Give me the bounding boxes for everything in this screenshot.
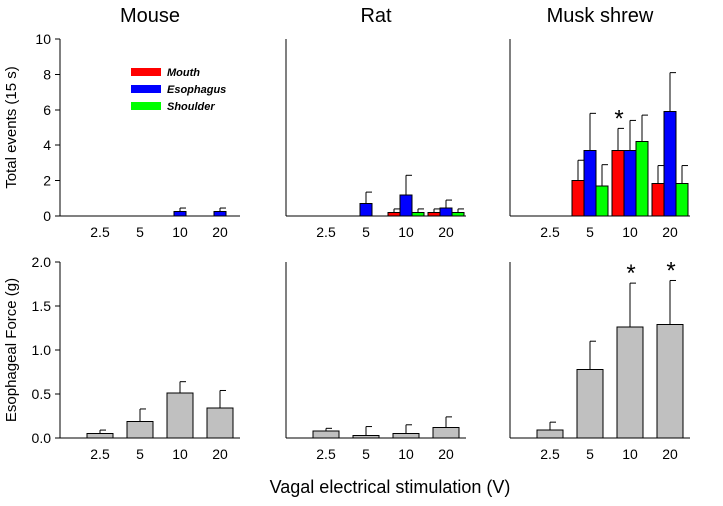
- y-tick-label: 8: [43, 66, 51, 82]
- bar: [675, 182, 689, 217]
- bar: [411, 211, 425, 217]
- legend-label: Esophagus: [167, 84, 226, 96]
- bar: [651, 182, 665, 217]
- bar: [576, 368, 604, 439]
- significance-star: *: [614, 105, 623, 132]
- y-tick-label: 4: [43, 137, 51, 153]
- bar: [663, 111, 677, 217]
- x-tick-label: 20: [438, 224, 454, 240]
- bar: [206, 407, 234, 439]
- bar: [392, 433, 420, 439]
- bar: [166, 392, 194, 439]
- legend-label: Shoulder: [167, 101, 215, 113]
- bar: [623, 150, 637, 217]
- panel-shrew-force: 2.5 5 10 20 * *: [509, 257, 690, 462]
- bar: [359, 203, 373, 217]
- y-axis-title: Total events (15 s): [3, 66, 20, 189]
- x-tick-label: 20: [662, 224, 678, 240]
- bar: [616, 326, 644, 439]
- x-tick-label: 10: [398, 224, 414, 240]
- x-tick-label: 2.5: [90, 446, 110, 462]
- x-tick-label: 2.5: [316, 224, 336, 240]
- legend-swatch: [131, 85, 161, 93]
- x-tick-label: 5: [136, 446, 144, 462]
- bar: [399, 194, 413, 217]
- y-tick-label: 2.0: [32, 254, 52, 270]
- x-tick-label: 20: [212, 224, 228, 240]
- bar: [439, 207, 453, 217]
- bar: [432, 426, 460, 439]
- legend-swatch: [131, 68, 161, 76]
- y-tick-label: 2: [43, 173, 51, 189]
- bar: [583, 150, 597, 217]
- panel-title: Rat: [360, 5, 392, 27]
- bar: [387, 211, 401, 217]
- bar: [656, 323, 684, 439]
- bar: [312, 430, 340, 439]
- bar: [635, 141, 649, 217]
- bar: [213, 211, 227, 217]
- y-tick-label: 10: [35, 31, 51, 47]
- legend: Mouth Esophagus Shoulder: [131, 67, 226, 113]
- bar: [595, 185, 609, 217]
- x-tick-label: 5: [586, 446, 594, 462]
- x-tick-label: 10: [398, 446, 414, 462]
- x-tick-label: 20: [212, 446, 228, 462]
- y-tick-label: 0.0: [32, 430, 52, 446]
- panel-rat-events: Rat 2.5 5 10 20: [285, 5, 466, 240]
- y-tick-label: 0.5: [32, 386, 52, 402]
- bar: [571, 180, 585, 217]
- y-tick-label: 1.5: [32, 298, 52, 314]
- x-tick-label: 10: [622, 446, 638, 462]
- panel-shrew-events: Musk shrew 2.5 5 10 20 *: [509, 5, 690, 240]
- x-tick-label: 10: [172, 446, 188, 462]
- legend-label: Mouth: [167, 67, 200, 79]
- x-axis-title: Vagal electrical stimulation (V): [270, 477, 511, 497]
- x-tick-label: 5: [362, 446, 370, 462]
- x-tick-label: 2.5: [540, 224, 560, 240]
- y-tick-label: 6: [43, 102, 51, 118]
- y-axis-title: Esophageal Force (g): [3, 278, 20, 422]
- x-tick-label: 10: [172, 224, 188, 240]
- bar: [611, 150, 625, 217]
- panel-rat-force: 2.5 5 10 20: [285, 262, 466, 462]
- bar: [352, 434, 380, 439]
- x-tick-label: 5: [136, 224, 144, 240]
- panel-title: Mouse: [120, 5, 180, 27]
- x-tick-label: 2.5: [316, 446, 336, 462]
- x-tick-label: 5: [586, 224, 594, 240]
- x-tick-label: 10: [622, 224, 638, 240]
- y-tick-label: 0: [43, 208, 51, 224]
- bar: [173, 211, 187, 217]
- bar: [126, 420, 154, 439]
- x-tick-label: 20: [662, 446, 678, 462]
- bar: [451, 211, 465, 217]
- bar: [536, 429, 564, 439]
- panel-mouse-force: 0.0 0.5 1.0 1.5 2.0 Esophageal Force (g) 2.5 5 1…: [3, 254, 240, 462]
- significance-star: *: [626, 260, 635, 287]
- x-tick-label: 20: [438, 446, 454, 462]
- y-tick-label: 1.0: [32, 342, 52, 358]
- x-tick-label: 5: [362, 224, 370, 240]
- panel-mouse-events: Mouse 0 2 4 6 8 10 Total events (15 s) 2.5 5 10 20: [3, 5, 240, 240]
- significance-star: *: [666, 257, 675, 284]
- x-tick-label: 2.5: [540, 446, 560, 462]
- bar: [86, 433, 114, 439]
- bar: [427, 211, 441, 217]
- x-tick-label: 2.5: [90, 224, 110, 240]
- panel-title: Musk shrew: [547, 5, 654, 27]
- legend-swatch: [131, 102, 161, 110]
